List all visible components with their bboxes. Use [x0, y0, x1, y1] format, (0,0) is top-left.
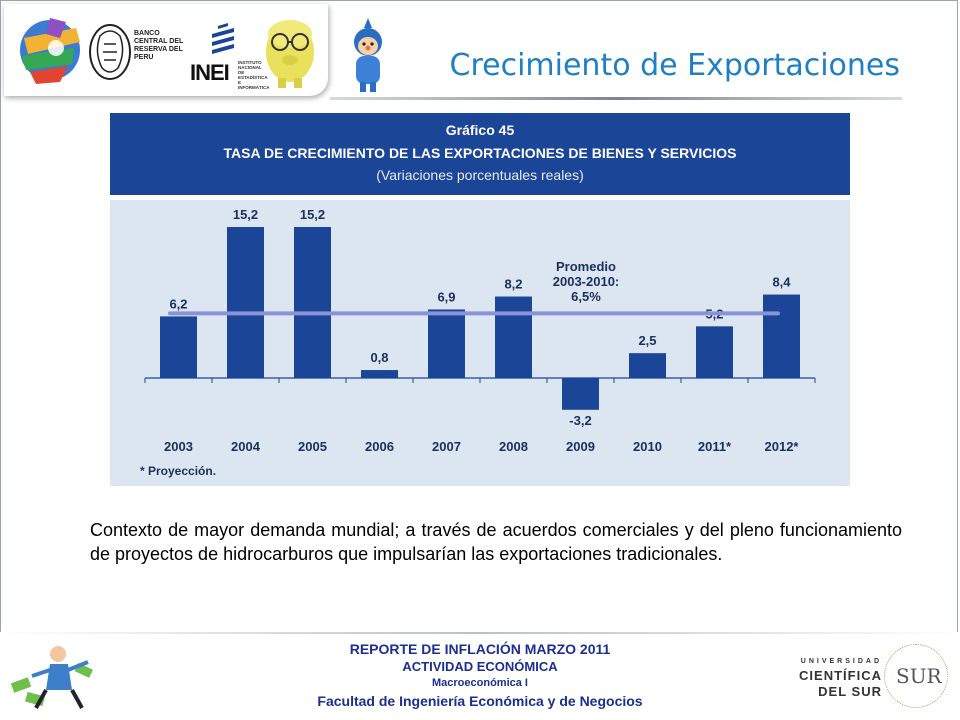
title-divider — [330, 97, 902, 100]
x-tick-label-2004: 2004 — [231, 439, 261, 454]
footer-section: ACTIVIDAD ECONÓMICA — [402, 659, 558, 674]
chart-header-separator — [110, 195, 850, 200]
footer-course: Macroeconómica I — [432, 677, 528, 689]
university-name-line2: DEL SUR — [818, 684, 882, 699]
footer — [0, 632, 960, 720]
cartoon-character-icon — [354, 18, 382, 92]
data-label-2004: 15,2 — [233, 207, 258, 222]
chart-title: TASA DE CRECIMIENTO DE LAS EXPORTACIONES… — [223, 145, 737, 161]
x-tick-label-2011*: 2011* — [698, 439, 732, 454]
data-label-2006: 0,8 — [370, 350, 388, 365]
inei-logo-text: INEI — [190, 60, 230, 85]
x-tick-label-2012*: 2012* — [765, 439, 800, 454]
body-paragraph: Contexto de mayor demanda mundial; a tra… — [90, 520, 902, 564]
x-tick-label-2006: 2006 — [365, 439, 394, 454]
footer-divider — [0, 632, 960, 634]
university-label: UNIVERSIDAD — [800, 658, 882, 665]
globe-ribbon-logo — [20, 18, 80, 84]
bar-2003 — [160, 316, 197, 378]
bar-2006 — [361, 370, 398, 378]
bar-2005 — [294, 227, 331, 378]
footer-faculty: Facultad de Ingeniería Económica y de Ne… — [317, 693, 643, 709]
x-tick-label-2005: 2005 — [298, 439, 327, 454]
bar-2009 — [562, 378, 599, 410]
university-seal-icon — [884, 644, 948, 708]
average-label-line-2: 2003-2010: — [553, 274, 620, 289]
bar-chart: 6,2 2003 15,2 2004 15,2 2005 0,8 2006 6,9 2007 8,2… — [140, 207, 816, 478]
bar-2011* — [696, 326, 733, 378]
logo-panel: BANCO CENTRAL DEL RESERVA DEL PERU INEI … — [4, 4, 382, 96]
average-label-line-1: Promedio — [556, 259, 616, 274]
data-label-2003: 6,2 — [169, 296, 187, 311]
university-seal-text: SUR — [896, 664, 942, 688]
chart-header: Gráfico 45 TASA DE CRECIMIENTO DE LAS EX… — [110, 113, 850, 195]
data-label-2008: 8,2 — [504, 277, 522, 292]
chart-subtitle: (Variaciones porcentuales reales) — [376, 167, 584, 183]
data-label-2012*: 8,4 — [772, 275, 791, 290]
x-tick-label-2008: 2008 — [499, 439, 528, 454]
piggy-bank-icon — [266, 20, 314, 88]
bar-2004 — [227, 227, 264, 378]
chart-number: Gráfico 45 — [445, 122, 515, 138]
footer-report-title: REPORTE DE INFLACIÓN MARZO 2011 — [349, 641, 611, 657]
bar-2010 — [629, 353, 666, 378]
average-label-line-3: 6,5% — [571, 289, 601, 304]
data-label-2005: 15,2 — [300, 207, 325, 222]
chart-card: Gráfico 45 TASA DE CRECIMIENTO DE LAS EX… — [110, 113, 850, 486]
chart-footnote: * Proyección. — [140, 464, 216, 478]
bcr-seal-logo — [89, 24, 131, 80]
data-label-2010: 2,5 — [638, 333, 656, 348]
x-tick-label-2009: 2009 — [566, 439, 595, 454]
slide-title: Crecimiento de Exportaciones — [449, 48, 901, 83]
x-tick-label-2010: 2010 — [633, 439, 662, 454]
bcr-logo-text: BANCO CENTRAL DEL RESERVA DEL PERU — [134, 30, 184, 61]
inei-logo-subtitle: INSTITUTO NACIONAL DE ESTADÍSTICA E INFO… — [238, 60, 270, 90]
university-name-line1: CIENTÍFICA — [799, 668, 882, 683]
inei-logo — [212, 23, 234, 54]
x-tick-label-2003: 2003 — [164, 439, 193, 454]
bar-2007 — [428, 309, 465, 378]
money-man-illustration-icon — [10, 646, 93, 709]
data-label-2007: 6,9 — [437, 289, 455, 304]
footer-text-block: REPORTE DE INFLACIÓN MARZO 2011 ACTIVIDA… — [200, 641, 760, 710]
data-label-2009: -3,2 — [569, 413, 591, 428]
university-logo-text: UNIVERSIDAD CIENTÍFICA DEL SUR — [782, 656, 882, 700]
bar-2008 — [495, 296, 532, 378]
bar-2012* — [763, 294, 800, 378]
x-tick-label-2007: 2007 — [432, 439, 461, 454]
